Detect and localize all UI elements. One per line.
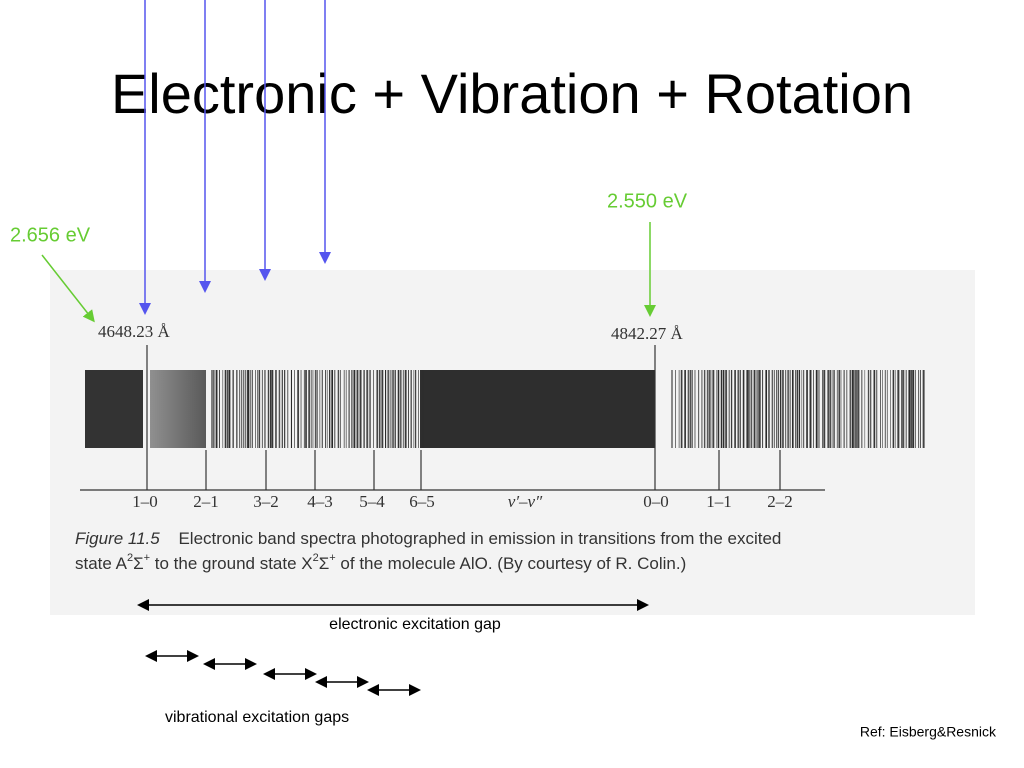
transition-label: 5–4 [359, 492, 385, 511]
figure-caption: Figure 11.5 Electronic band spectra phot… [75, 529, 781, 548]
annotation: electronic excitation gap [329, 616, 501, 633]
transition-label: 4–3 [307, 492, 333, 511]
caption-text: Σ [133, 554, 144, 573]
caption-label: Figure 11.5 [75, 529, 160, 548]
blue-arrows [139, 0, 331, 315]
reference: Ref: Eisberg&Resnick [860, 724, 997, 740]
transition-labels: 1–0 2–1 3–2 4–3 5–4 6–5 v′–v″ 0–0 1–1 2–… [132, 492, 793, 511]
caption-sup: 2 [313, 552, 319, 564]
gap-arrows [137, 599, 649, 696]
transition-label: 1–0 [132, 492, 158, 511]
band-block [150, 370, 206, 448]
transition-label: 6–5 [409, 492, 435, 511]
annotation: vibrational excitation gaps [165, 709, 349, 726]
wavelength-label: 4842.27 Å [611, 324, 684, 343]
slide-title: Electronic + Vibration + Rotation [111, 62, 913, 125]
transition-label: 1–1 [706, 492, 732, 511]
transition-label: 3–2 [253, 492, 279, 511]
caption-text: state A [75, 554, 128, 573]
caption-sup: + [144, 552, 150, 564]
transition-label: 2–1 [193, 492, 219, 511]
energy-callout: 2.550 eV [607, 190, 688, 212]
transition-label: 0–0 [643, 492, 669, 511]
wavelength-label: 4648.23 Å [98, 322, 171, 341]
caption-text: to the ground state X [150, 554, 313, 573]
caption-text: of the molecule AlO. (By courtesy of R. … [336, 554, 687, 573]
arrow [41, 254, 95, 323]
caption-sup: 2 [127, 552, 133, 564]
transition-label: v′–v″ [508, 492, 543, 511]
caption-text: Σ [319, 554, 330, 573]
tick-lines [80, 345, 825, 491]
spectrum [85, 370, 925, 448]
caption-sup: + [329, 552, 335, 564]
transition-label: 2–2 [767, 492, 793, 511]
band-block [85, 370, 143, 448]
band-block [420, 370, 655, 448]
caption-text: Electronic band spectra photographed in … [178, 529, 781, 548]
energy-callout: 2.656 eV [10, 224, 91, 246]
green-arrows [41, 222, 656, 323]
figure-caption: state A2Σ+ to the ground state X2Σ+ of t… [75, 552, 686, 574]
